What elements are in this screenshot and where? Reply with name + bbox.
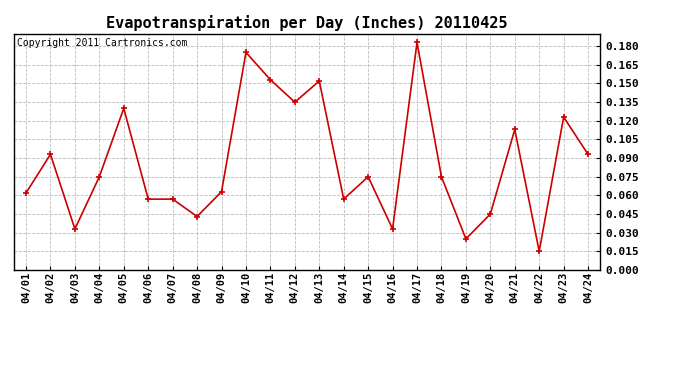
Text: Copyright 2011 Cartronics.com: Copyright 2011 Cartronics.com: [17, 39, 187, 48]
Title: Evapotranspiration per Day (Inches) 20110425: Evapotranspiration per Day (Inches) 2011…: [106, 15, 508, 31]
